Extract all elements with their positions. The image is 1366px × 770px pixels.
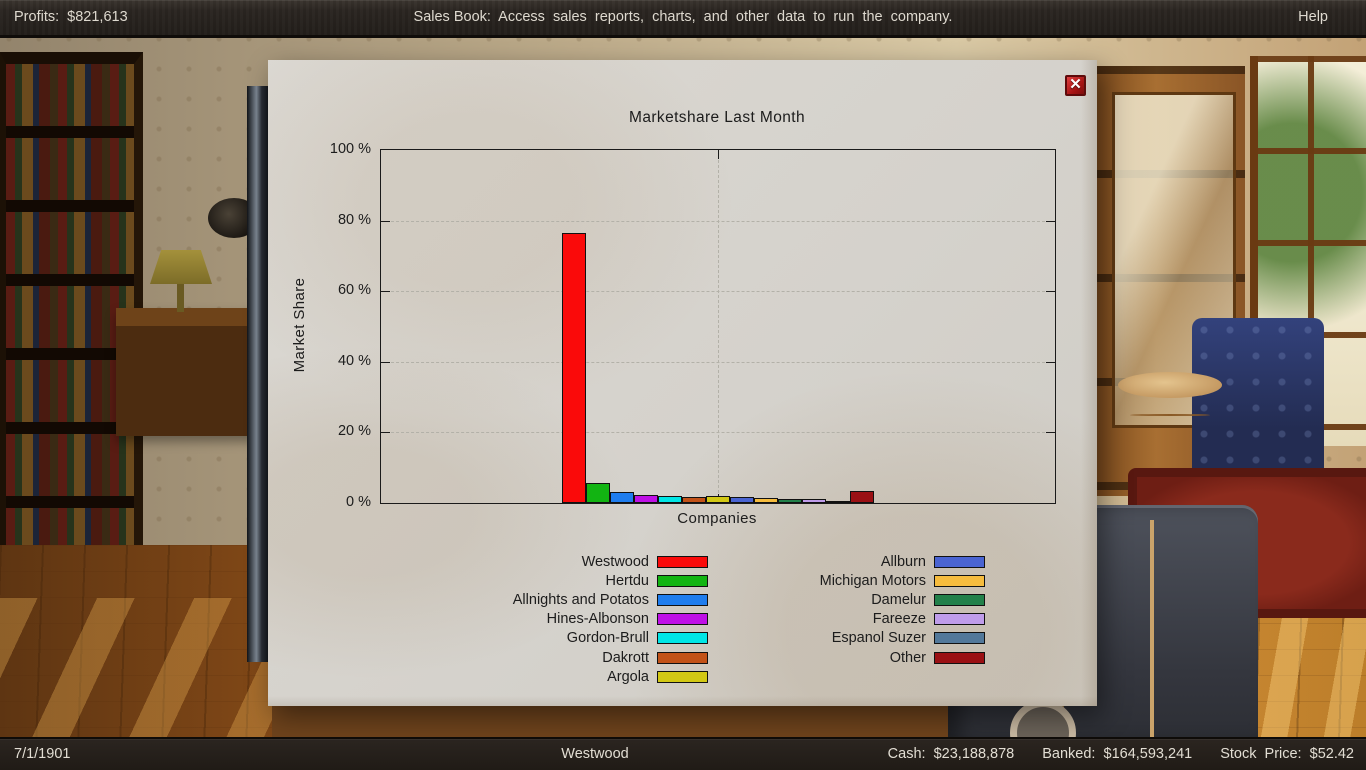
legend-item-allburn: Allburn — [645, 552, 985, 571]
bar-westwood — [562, 232, 586, 503]
y-axis-tick — [1046, 291, 1055, 293]
bar-damelur — [778, 499, 802, 503]
side-table — [1118, 372, 1222, 398]
book-spine-edge — [247, 86, 268, 662]
bar-other — [850, 491, 874, 503]
legend-label: Damelur — [871, 591, 926, 608]
marketshare-report-window: ✕ Marketshare Last Month Market Share 0 … — [268, 60, 1097, 706]
y-axis-tick — [1046, 220, 1055, 222]
legend-swatch — [657, 613, 708, 626]
legend-column-left: Westwood Hertdu Allnights and Potatos Hines… — [368, 552, 708, 686]
game-date: 7/1/1901 — [14, 746, 71, 762]
bar-hines-albonson — [634, 495, 658, 503]
legend-label: Westwood — [581, 553, 649, 570]
y-tick-label: 20 % — [337, 423, 371, 440]
desk-lamp-stem — [177, 284, 184, 312]
legend-item-michigan-motors: Michigan Motors — [645, 571, 985, 590]
legend-swatch — [657, 574, 708, 587]
legend-item-gordon-brull: Gordon-Brull — [368, 629, 708, 648]
bar-allnights-and-potatos — [610, 491, 634, 503]
context-help-text: Sales Book: Access sales reports, charts… — [413, 9, 953, 25]
legend-label: Hertdu — [605, 572, 649, 589]
legend-label: Fareeze — [872, 611, 926, 628]
top-bar: Profits: $821,613 Sales Book: Access sal… — [0, 0, 1366, 38]
close-icon: ✕ — [1069, 76, 1082, 93]
finance-readouts: Cash: $23,188,878 Banked: $164,593,241 S… — [888, 746, 1354, 762]
legend-label: Dakrott — [602, 649, 649, 666]
legend-column-right: Allburn Michigan Motors Damelur Fareeze Espa… — [645, 552, 985, 667]
legend-item-espanol-suzer: Espanol Suzer — [645, 629, 985, 648]
legend-swatch — [934, 632, 985, 645]
writing-desk — [116, 308, 268, 436]
x-axis-tick — [718, 150, 719, 159]
y-axis-tick-labels: 0 % 20 % 40 % 60 % 80 % 100 % — [268, 141, 371, 510]
y-tick-label: 100 % — [329, 141, 371, 157]
stock-price-readout: Stock Price: $52.42 — [1220, 746, 1354, 762]
legend-label: Gordon-Brull — [566, 630, 649, 647]
cash-readout: Cash: $23,188,878 — [887, 746, 1015, 762]
bottom-bar: 7/1/1901 Westwood Cash: $23,188,878 Bank… — [0, 737, 1366, 770]
banked-readout: Banked: $164,593,241 — [1042, 746, 1193, 762]
legend-item-argola: Argola — [368, 667, 708, 686]
legend-label: Michigan Motors — [819, 572, 926, 589]
legend-swatch — [934, 613, 985, 626]
legend-label: Other — [889, 649, 926, 666]
legend-swatch — [657, 555, 708, 568]
legend-label: Hines-Albonson — [546, 611, 649, 628]
legend-item-allnights-and-potatos: Allnights and Potatos — [368, 590, 708, 609]
legend-item-westwood: Westwood — [368, 552, 708, 571]
y-axis-tick — [1046, 361, 1055, 363]
y-axis-tick — [381, 220, 390, 222]
bar-gordon-brull — [658, 496, 682, 503]
help-button[interactable]: Help — [1298, 9, 1328, 25]
bar-hertdu — [586, 482, 610, 503]
legend-swatch — [657, 670, 708, 683]
bookshelf — [0, 52, 143, 639]
bar-dakrott — [682, 496, 706, 503]
y-tick-label: 0 % — [346, 494, 371, 510]
close-button[interactable]: ✕ — [1065, 75, 1086, 96]
y-tick-label: 60 % — [337, 282, 371, 299]
legend-item-hertdu: Hertdu — [368, 571, 708, 590]
legend-label: Allnights and Potatos — [512, 591, 649, 608]
chart-title: Marketshare Last Month — [629, 109, 805, 126]
legend-swatch — [657, 593, 708, 606]
legend-swatch — [934, 555, 985, 568]
legend-item-dakrott: Dakrott — [368, 648, 708, 667]
blue-armchair — [1192, 318, 1324, 490]
legend-swatch — [657, 632, 708, 645]
legend-label: Allburn — [880, 553, 926, 570]
legend-swatch — [934, 651, 985, 664]
y-axis-tick — [1046, 432, 1055, 434]
y-axis-tick — [381, 291, 390, 293]
y-axis-tick — [381, 432, 390, 434]
bar-argola — [706, 495, 730, 503]
company-name: Westwood — [561, 746, 629, 762]
legend-swatch — [934, 593, 985, 606]
gridline-vertical-center — [718, 150, 719, 503]
legend-item-fareeze: Fareeze — [645, 610, 985, 629]
y-tick-label: 80 % — [337, 211, 371, 228]
bar-fareeze — [802, 498, 826, 503]
x-axis-title: Companies — [677, 510, 757, 527]
desk-lamp-shade — [150, 250, 212, 284]
legend-item-other: Other — [645, 648, 985, 667]
profits-readout: Profits: $821,613 — [14, 9, 128, 25]
y-axis-tick — [381, 361, 390, 363]
legend-swatch — [934, 574, 985, 587]
y-tick-label: 40 % — [337, 352, 371, 369]
bar-michigan-motors — [754, 498, 778, 503]
bar-allburn — [730, 497, 754, 503]
legend-item-hines-albonson: Hines-Albonson — [368, 610, 708, 629]
chart-plot-area — [380, 149, 1056, 504]
legend-swatch — [657, 651, 708, 664]
legend-label: Espanol Suzer — [831, 630, 926, 647]
bar-espanol-suzer — [826, 500, 850, 503]
legend-item-damelur: Damelur — [645, 590, 985, 609]
legend-label: Argola — [607, 668, 649, 685]
